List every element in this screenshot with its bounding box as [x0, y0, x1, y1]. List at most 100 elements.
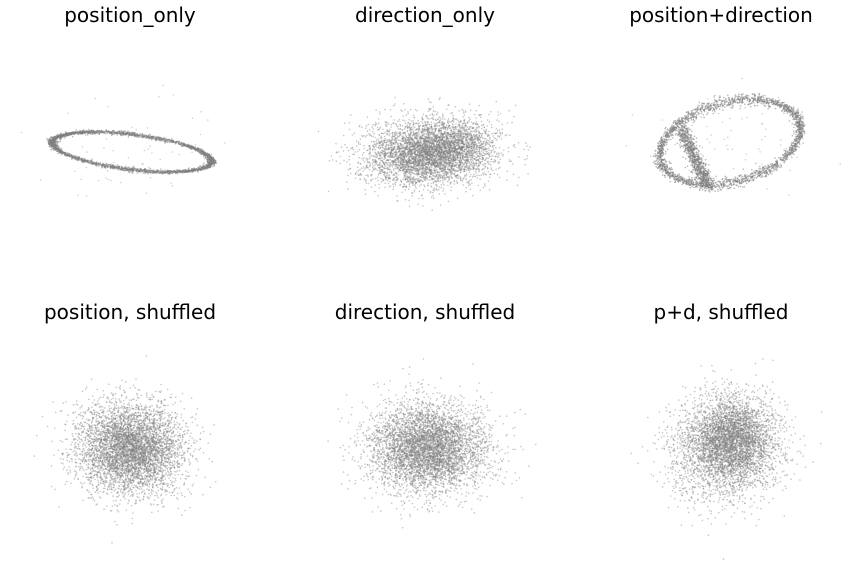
scatter-point — [375, 137, 377, 139]
scatter-point — [171, 138, 173, 140]
scatter-point — [54, 138, 56, 140]
scatter-point — [414, 126, 416, 128]
scatter-point — [381, 150, 383, 152]
scatter-point — [368, 161, 370, 163]
scatter-point — [418, 130, 420, 132]
scatter-point — [58, 150, 60, 152]
scatter-point — [377, 177, 379, 179]
scatter-point — [57, 141, 59, 143]
scatter-point — [352, 134, 354, 136]
scatter-point — [189, 145, 191, 147]
scatter-point — [384, 183, 386, 185]
scatter-point — [403, 153, 405, 155]
scatter-point — [203, 156, 205, 158]
scatter-point — [57, 148, 59, 150]
scatter-point — [365, 127, 367, 129]
scatter-point — [385, 157, 387, 159]
scatter-point — [329, 160, 331, 162]
scatter-point — [386, 172, 388, 174]
scatter-point — [441, 184, 443, 186]
scatter-point — [344, 122, 346, 124]
scatter-point — [66, 133, 68, 135]
scatter-point — [144, 134, 146, 136]
scatter-point — [348, 159, 350, 161]
scatter-point — [169, 141, 171, 143]
scatter-point — [385, 121, 387, 123]
scatter-point — [375, 144, 377, 146]
scatter-point — [387, 156, 389, 158]
scatter-point — [212, 166, 214, 168]
scatter-point — [404, 150, 406, 152]
scatter-point — [186, 145, 188, 147]
scatter-point — [82, 146, 84, 148]
scatter-point — [359, 169, 361, 171]
scatter-point — [210, 164, 212, 166]
scatter-point — [52, 141, 54, 143]
scatter-point — [136, 129, 138, 131]
scatter-point — [71, 158, 73, 160]
scatter-point — [206, 165, 208, 167]
scatter-point — [106, 138, 108, 140]
scatter-point — [120, 169, 122, 171]
scatter-point — [372, 161, 374, 163]
scatter-point — [204, 169, 206, 171]
scatter-point — [383, 164, 385, 166]
scatter-point — [65, 134, 67, 136]
scatter-point — [170, 140, 172, 142]
scatter-point — [91, 158, 93, 160]
scatter-point — [118, 168, 120, 170]
scatter-point — [76, 129, 78, 131]
scatter-point — [331, 155, 333, 157]
scatter-point — [427, 185, 429, 187]
scatter-point — [152, 136, 154, 138]
scatter-point — [199, 152, 201, 154]
scatter-point — [358, 143, 360, 145]
scatter-point — [171, 182, 173, 184]
scatter-point — [350, 148, 352, 150]
scatter-point — [176, 169, 178, 171]
scatter-point — [164, 172, 166, 174]
scatter-point — [122, 135, 124, 137]
scatter-point — [173, 94, 175, 96]
scatter-point — [439, 97, 441, 99]
scatter-point — [213, 162, 215, 164]
scatter-point — [382, 129, 384, 131]
scatter-point — [192, 117, 194, 119]
scatter-point — [85, 134, 87, 136]
scatter-point — [377, 155, 379, 157]
scatter-point — [198, 168, 200, 170]
scatter-point — [395, 177, 397, 179]
scatter-point — [116, 134, 118, 136]
scatter-point — [86, 167, 88, 169]
scatter-point — [431, 196, 433, 198]
scatter-point — [350, 173, 352, 175]
scatter-point — [56, 151, 58, 153]
scatter-point — [432, 129, 434, 131]
scatter-point — [414, 117, 416, 119]
scatter-point — [160, 159, 162, 161]
scatter-point — [191, 170, 193, 172]
scatter-point — [384, 136, 386, 138]
scatter-point — [49, 146, 51, 148]
scatter-point — [371, 155, 373, 157]
scatter-point — [59, 141, 61, 143]
scatter-point — [374, 133, 376, 135]
scatter-point — [465, 179, 467, 181]
scatter-point — [372, 168, 374, 170]
scatter-point — [150, 172, 152, 174]
scatter-point — [474, 114, 476, 116]
scatter-point — [392, 189, 394, 191]
scatter-point — [369, 129, 371, 131]
scatter-point — [382, 144, 384, 146]
scatter-point — [99, 162, 101, 164]
scatter-point — [61, 134, 63, 136]
scatter-point — [413, 126, 415, 128]
scatter-point — [406, 165, 408, 167]
scatter-point — [412, 184, 414, 186]
scatter-point — [417, 179, 419, 181]
scatter-point — [60, 153, 62, 155]
scatter-point — [384, 172, 386, 174]
scatter-point — [210, 166, 212, 168]
scatter-point — [372, 159, 374, 161]
scatter-point — [360, 179, 362, 181]
